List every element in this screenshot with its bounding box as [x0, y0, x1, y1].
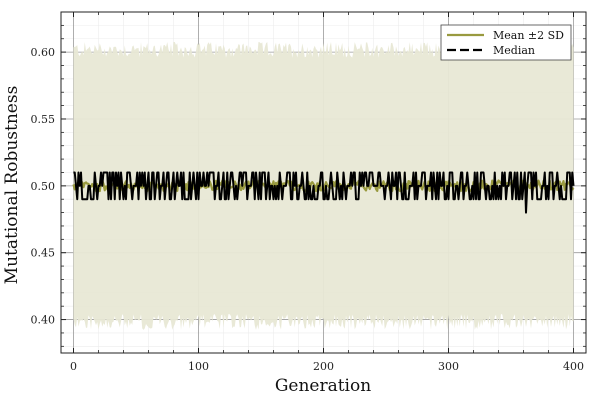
series-median-line [73, 171, 575, 214]
median-line-layer [73, 171, 575, 214]
y-tick-label: 0.45 [31, 247, 56, 260]
plot-area [60, 11, 587, 354]
legend-box [440, 24, 572, 61]
x-tick-label: 400 [563, 360, 584, 373]
y-tick-label: 0.40 [31, 314, 56, 327]
y-tick-label: 0.50 [31, 180, 56, 193]
x-tick-label: 100 [188, 360, 209, 373]
x-tick-label: 300 [438, 360, 459, 373]
y-tick-label: 0.60 [31, 46, 56, 59]
legend-mean-label: Mean ±2 SD [493, 29, 564, 42]
y-axis-label: Mutational Robustness [2, 86, 22, 285]
y-tick-label: 0.55 [31, 113, 56, 126]
x-axis-label: Generation [275, 376, 371, 396]
x-tick-label: 0 [70, 360, 77, 373]
legend-median-label: Median [493, 44, 535, 57]
legend: Mean ±2 SD Median [440, 24, 572, 61]
x-tick-labels: 0 100 200 300 400 [70, 360, 584, 373]
x-tick-label: 200 [313, 360, 334, 373]
axis-ticks [61, 12, 586, 353]
y-tick-labels: 0.40 0.45 0.50 0.55 0.60 [31, 46, 56, 326]
